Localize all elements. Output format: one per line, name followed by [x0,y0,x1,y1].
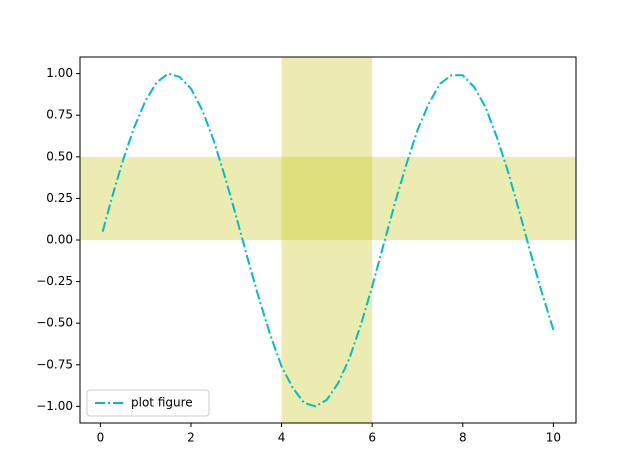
y-tick-label: −0.25 [36,274,73,288]
legend-label: plot figure [131,396,193,410]
legend-box [86,389,210,417]
y-tick-label: −0.50 [36,316,73,330]
plot-frame [79,56,577,424]
y-tick-label: −0.75 [36,357,73,371]
x-tick-label: 2 [187,431,195,445]
y-tick-label: −1.00 [36,399,73,413]
y-tick-label: 0.50 [46,149,73,163]
x-tick-label: 0 [97,431,105,445]
vertical-span [281,57,373,423]
x-tick-label: 10 [546,431,561,445]
legend: plot figure [86,389,210,417]
line [101,72,555,408]
y-tick-label: 0.25 [46,191,73,205]
x-tick-label: 8 [459,431,467,445]
y-tick-label: 0.00 [46,233,73,247]
x-tick-label: 6 [368,431,376,445]
y-tick-label: 0.75 [46,108,73,122]
y-tick-label: 1.00 [46,66,73,80]
x-tick-label: 4 [278,431,286,445]
horizontal-span [80,156,576,240]
